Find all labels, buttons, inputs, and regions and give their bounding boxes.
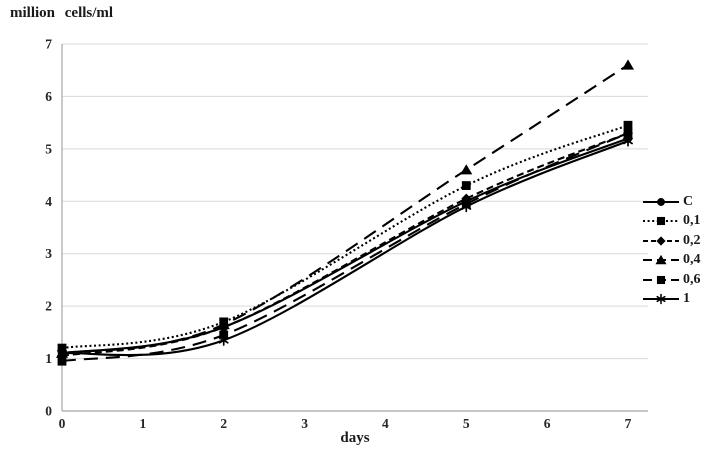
x-tick-6: 6 bbox=[544, 416, 551, 431]
y-tick-6: 6 bbox=[45, 89, 52, 104]
marker-square bbox=[57, 356, 67, 366]
legend-item-C: C bbox=[642, 192, 701, 212]
marker-asterisk bbox=[218, 334, 229, 346]
series-line-0,2 bbox=[61, 132, 629, 357]
legend-sample-circle-icon bbox=[643, 197, 679, 206]
legend-sample-square-icon bbox=[643, 217, 679, 226]
marker-triangle bbox=[622, 59, 634, 70]
marker-square bbox=[461, 181, 471, 190]
x-tick-3: 3 bbox=[301, 416, 308, 431]
legend-label: C bbox=[683, 193, 694, 209]
series-line-0,4 bbox=[61, 64, 629, 355]
x-tick-2: 2 bbox=[220, 416, 227, 431]
legend-sample-square-icon bbox=[643, 275, 679, 284]
marker-asterisk bbox=[656, 294, 666, 305]
legend-sample-diamond-icon bbox=[643, 236, 679, 246]
legend-sample-asterisk-icon bbox=[643, 294, 679, 305]
marker-square bbox=[656, 275, 666, 284]
marker-triangle bbox=[217, 318, 230, 330]
y-tick-7: 7 bbox=[45, 37, 52, 52]
legend-item-1: 1 bbox=[642, 290, 701, 310]
legend-sample-triangle-icon bbox=[643, 255, 679, 265]
legend-label: 0,2 bbox=[683, 232, 701, 248]
y-tick-5: 5 bbox=[45, 141, 52, 156]
marker-triangle bbox=[655, 255, 667, 265]
marker-asterisk bbox=[57, 347, 67, 359]
legend-label: 1 bbox=[683, 291, 690, 307]
marker-square bbox=[623, 128, 633, 138]
x-tick-0: 0 bbox=[59, 416, 66, 431]
x-axis-label: days bbox=[340, 430, 369, 446]
legend-item-0,2: 0,2 bbox=[642, 231, 701, 251]
series-line-0,1 bbox=[61, 124, 629, 350]
marker-diamond bbox=[656, 236, 666, 246]
marker-asterisk bbox=[461, 200, 472, 213]
marker-asterisk bbox=[623, 135, 633, 147]
x-tick-1: 1 bbox=[139, 416, 146, 431]
marker-square bbox=[656, 217, 666, 226]
legend-label: 0,6 bbox=[683, 271, 701, 287]
marker-circle bbox=[657, 197, 665, 206]
y-tick-2: 2 bbox=[45, 299, 52, 314]
legend-label: 0,4 bbox=[683, 252, 701, 268]
y-tick-3: 3 bbox=[45, 246, 52, 261]
chart-title: million cells/ml bbox=[10, 5, 114, 21]
marker-square bbox=[623, 120, 633, 130]
legend-item-0,6: 0,6 bbox=[642, 270, 701, 290]
y-tick-4: 4 bbox=[45, 194, 52, 209]
legend: C 0,1 0,2 0,4 0,6 1 bbox=[642, 192, 701, 309]
legend-label: 0,1 bbox=[683, 213, 701, 229]
series-line-1 bbox=[61, 140, 629, 357]
series-line-0,6 bbox=[61, 132, 629, 363]
y-tick-1: 1 bbox=[45, 351, 52, 366]
x-tick-7: 7 bbox=[625, 416, 632, 431]
legend-item-0,4: 0,4 bbox=[642, 251, 701, 271]
legend-item-0,1: 0,1 bbox=[642, 212, 701, 232]
y-tick-0: 0 bbox=[45, 404, 52, 419]
x-tick-4: 4 bbox=[382, 416, 389, 431]
x-tick-5: 5 bbox=[463, 416, 470, 431]
marker-triangle bbox=[460, 164, 473, 175]
series-line-C bbox=[61, 137, 629, 355]
